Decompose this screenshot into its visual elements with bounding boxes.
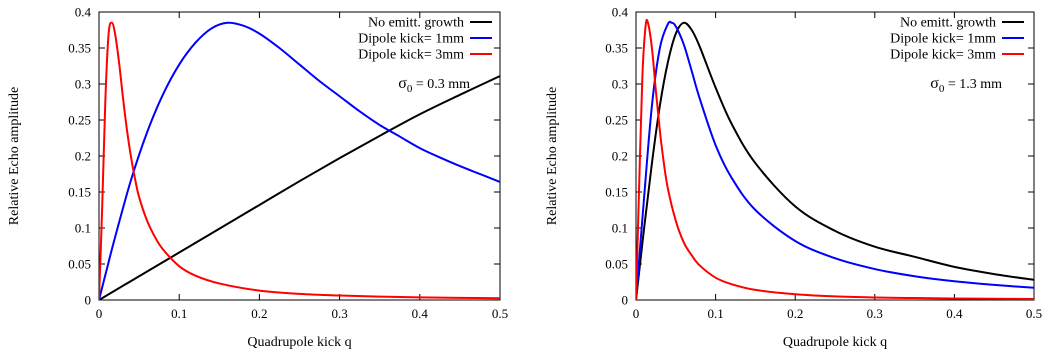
legend-label: Dipole kick= 3mm [358, 48, 464, 63]
series-line-2 [99, 21, 500, 300]
x-tick-label: 0.4 [412, 306, 429, 321]
y-tick-label: 0.3 [75, 77, 91, 92]
y-tick-label: 0.2 [612, 149, 628, 164]
y-tick-label: 0.4 [612, 5, 629, 20]
series-line-2 [636, 20, 1034, 300]
legend-label: No emitt. growth [900, 16, 996, 31]
legend-label: No emitt. growth [368, 16, 464, 31]
x-tick-label: 0.3 [867, 306, 883, 321]
series-line-1 [636, 21, 1034, 300]
x-tick-label: 0.1 [171, 306, 187, 321]
y-tick-label: 0 [622, 293, 629, 308]
y-tick-label: 0.05 [68, 257, 91, 272]
y-axis-label: Relative Echo amplitude [545, 87, 560, 225]
x-tick-label: 0.2 [251, 306, 267, 321]
legend-label: Dipole kick= 1mm [890, 32, 996, 47]
sigma-annotation: σ0 = 0.3 mm [398, 75, 470, 95]
y-tick-label: 0.35 [605, 41, 628, 56]
y-tick-label: 0.15 [605, 185, 628, 200]
y-tick-label: 0.2 [75, 149, 91, 164]
x-axis-label: Quadrupole kick q [783, 335, 887, 350]
x-axis-label: Quadrupole kick q [247, 335, 351, 350]
x-tick-label: 0.1 [707, 306, 723, 321]
y-tick-label: 0.35 [68, 41, 91, 56]
x-tick-label: 0.2 [787, 306, 803, 321]
chart-panel-2: 0 0.1 0.2 0.3 0.4 0.5 0 0.05 0.1 0.15 0.2 0.25 0.3 0.… [545, 5, 1042, 351]
y-tick-label: 0.15 [68, 185, 91, 200]
y-tick-label: 0.25 [68, 113, 91, 128]
x-tick-label: 0.3 [331, 306, 347, 321]
series-line-3 [636, 18, 1034, 300]
x-tick-label: 0.4 [946, 306, 963, 321]
x-tick-label: 0 [96, 306, 103, 321]
y-tick-label: 0.05 [605, 257, 628, 272]
series-line-1 [99, 75, 500, 300]
y-axis-label: Relative Echo amplitude [7, 87, 22, 225]
y-tick-label: 0.4 [75, 5, 92, 20]
y-tick-label: 0.25 [605, 113, 628, 128]
y-tick-label: 0.3 [612, 77, 628, 92]
sigma-annotation: σ0 = 1.3 mm [930, 75, 1002, 95]
x-tick-label: 0.5 [492, 306, 508, 321]
chart-panel-1: 0 0.1 0.2 0.3 0.4 0.5 0 0.05 0.1 0.15 0.2 0.25 0.3 0.… [7, 5, 508, 351]
series-line-3 [99, 21, 500, 300]
x-tick-label: 0 [633, 306, 640, 321]
y-tick-label: 0.1 [75, 221, 91, 236]
legend-label: Dipole kick= 1mm [358, 32, 464, 47]
y-tick-label: 0 [85, 293, 92, 308]
x-tick-label: 0.5 [1026, 306, 1042, 321]
legend-label: Dipole kick= 3mm [890, 48, 996, 63]
y-tick-label: 0.1 [612, 221, 628, 236]
